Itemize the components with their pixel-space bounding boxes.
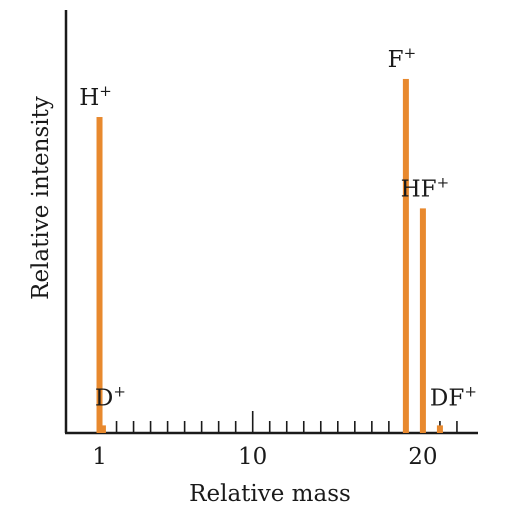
peak-bar-h (96, 117, 103, 434)
peak-label-f: F+ (388, 44, 417, 73)
peak-label-d: D+ (95, 382, 126, 411)
peak-label-h: H+ (79, 82, 112, 111)
y-axis-label: Relative intensity (28, 96, 54, 300)
peak-bar-hf (419, 208, 426, 433)
x-tick-label: 1 (92, 444, 107, 470)
peak-bars (96, 78, 443, 434)
peak-label-hf: HF+ (401, 173, 450, 202)
peak-bar-d (99, 425, 106, 433)
x-tick-label: 20 (408, 444, 437, 470)
peak-bar-df (436, 425, 443, 433)
x-axis-label: Relative mass (189, 481, 351, 506)
x-tick-label: 10 (238, 444, 267, 470)
x-tick-labels: 1 10 20 (92, 444, 437, 470)
peak-bar-f (402, 78, 409, 433)
peak-labels: H+ D+ F+ HF+ DF+ (79, 44, 477, 411)
peak-label-df: DF+ (430, 382, 477, 411)
